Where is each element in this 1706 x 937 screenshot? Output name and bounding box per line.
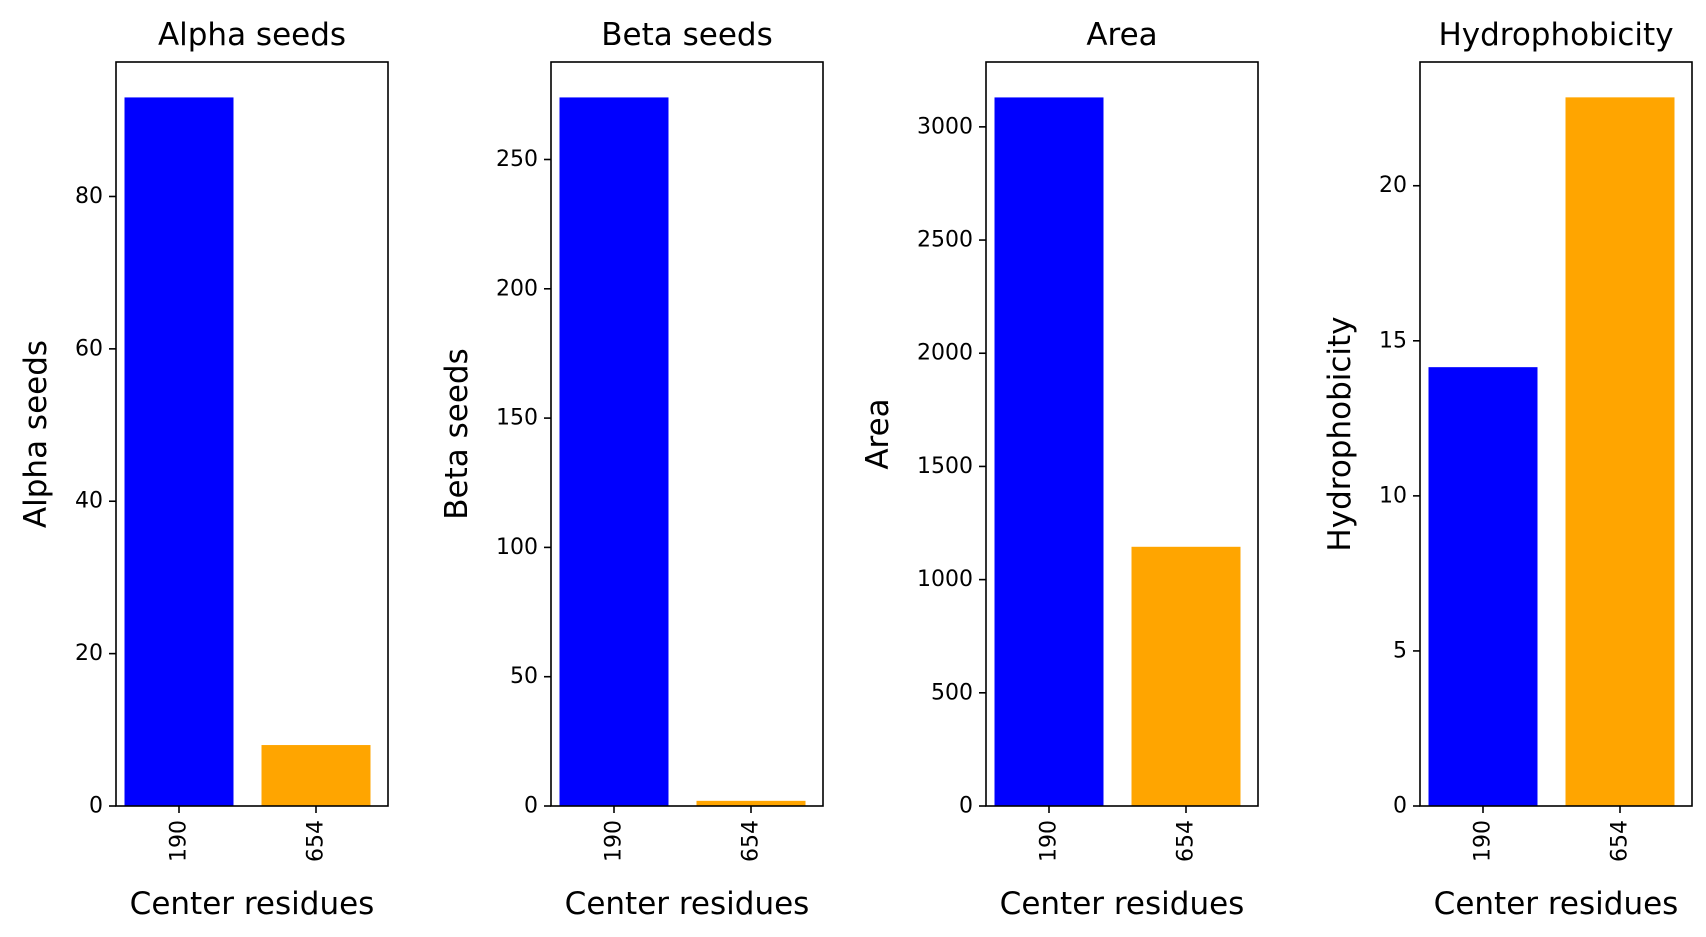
- x-axis-label: Center residues: [130, 886, 375, 922]
- x-tick-label: 190: [602, 820, 627, 862]
- y-tick-label: 60: [75, 336, 103, 361]
- axes-frame: [115, 61, 389, 807]
- x-tick-label: 654: [304, 820, 329, 862]
- chart-title: Alpha seeds: [158, 17, 346, 53]
- y-tick-label: 250: [496, 147, 538, 172]
- y-tick-label: 40: [75, 489, 103, 514]
- y-tick-label: 1500: [917, 454, 973, 479]
- y-tick-label: 2500: [917, 228, 973, 253]
- y-axis-label: Alpha seeds: [18, 340, 54, 528]
- y-tick-label: 50: [510, 664, 538, 689]
- x-tick-label: 190: [167, 820, 192, 862]
- y-tick-label: 20: [75, 641, 103, 666]
- axes-frame: [985, 61, 1259, 807]
- x-tick-label: 190: [1037, 820, 1062, 862]
- x-axis-label: Center residues: [1434, 886, 1679, 922]
- y-tick-label: 0: [524, 794, 538, 819]
- x-tick-label: 654: [739, 820, 764, 862]
- y-tick-label: 20: [1379, 173, 1407, 198]
- y-tick-label: 2000: [917, 341, 973, 366]
- chart-title: Beta seeds: [601, 17, 772, 53]
- y-tick-label: 0: [959, 794, 973, 819]
- x-tick-label: 190: [1471, 820, 1496, 862]
- bar-190: [124, 97, 234, 806]
- axes-frame: [550, 61, 824, 807]
- bar-190: [1428, 367, 1538, 806]
- y-tick-label: 1000: [917, 567, 973, 592]
- x-axis-label: Center residues: [1000, 886, 1245, 922]
- y-tick-label: 10: [1379, 483, 1407, 508]
- y-tick-label: 500: [931, 680, 973, 705]
- bar-654: [261, 745, 371, 806]
- y-tick-label: 80: [75, 184, 103, 209]
- bar-190: [559, 97, 669, 806]
- bar-190: [994, 97, 1104, 806]
- y-axis-label: Area: [860, 398, 896, 469]
- bar-654: [1565, 97, 1675, 806]
- y-axis-label: Beta seeds: [439, 348, 475, 519]
- y-tick-label: 15: [1379, 328, 1407, 353]
- y-tick-label: 0: [89, 794, 103, 819]
- chart-title: Area: [1086, 17, 1157, 53]
- y-tick-label: 3000: [917, 114, 973, 139]
- x-tick-label: 654: [1174, 820, 1199, 862]
- y-tick-label: 0: [1393, 794, 1407, 819]
- y-axis-label: Hydrophobicity: [1322, 316, 1358, 551]
- axes-frame: [1419, 61, 1693, 807]
- x-axis-label: Center residues: [565, 886, 810, 922]
- y-tick-label: 100: [496, 535, 538, 560]
- y-tick-label: 200: [496, 276, 538, 301]
- bar-654: [696, 800, 806, 806]
- bar-654: [1131, 546, 1241, 806]
- y-tick-label: 150: [496, 406, 538, 431]
- y-tick-label: 5: [1393, 638, 1407, 663]
- x-tick-label: 654: [1608, 820, 1633, 862]
- chart-title: Hydrophobicity: [1438, 17, 1673, 53]
